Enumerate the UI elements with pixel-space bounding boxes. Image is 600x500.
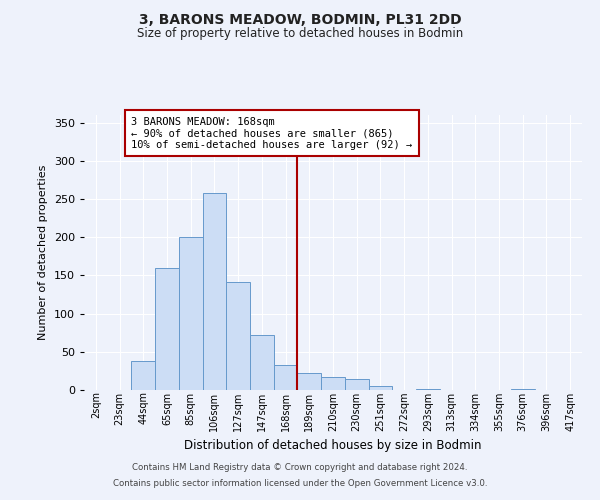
Y-axis label: Number of detached properties: Number of detached properties — [38, 165, 48, 340]
Bar — [511, 389, 535, 390]
Bar — [179, 237, 203, 390]
Bar — [203, 193, 226, 390]
Bar — [416, 389, 440, 390]
Bar — [298, 373, 321, 390]
Text: 3, BARONS MEADOW, BODMIN, PL31 2DD: 3, BARONS MEADOW, BODMIN, PL31 2DD — [139, 12, 461, 26]
Text: 3 BARONS MEADOW: 168sqm
← 90% of detached houses are smaller (865)
10% of semi-d: 3 BARONS MEADOW: 168sqm ← 90% of detache… — [131, 116, 413, 150]
X-axis label: Distribution of detached houses by size in Bodmin: Distribution of detached houses by size … — [184, 439, 482, 452]
Text: Contains HM Land Registry data © Crown copyright and database right 2024.: Contains HM Land Registry data © Crown c… — [132, 464, 468, 472]
Bar — [226, 282, 250, 390]
Bar — [345, 380, 368, 390]
Text: Size of property relative to detached houses in Bodmin: Size of property relative to detached ho… — [137, 28, 463, 40]
Bar — [368, 386, 392, 390]
Text: Contains public sector information licensed under the Open Government Licence v3: Contains public sector information licen… — [113, 478, 487, 488]
Bar — [155, 268, 179, 390]
Bar — [274, 365, 298, 390]
Bar — [131, 361, 155, 390]
Bar — [250, 335, 274, 390]
Bar — [321, 377, 345, 390]
